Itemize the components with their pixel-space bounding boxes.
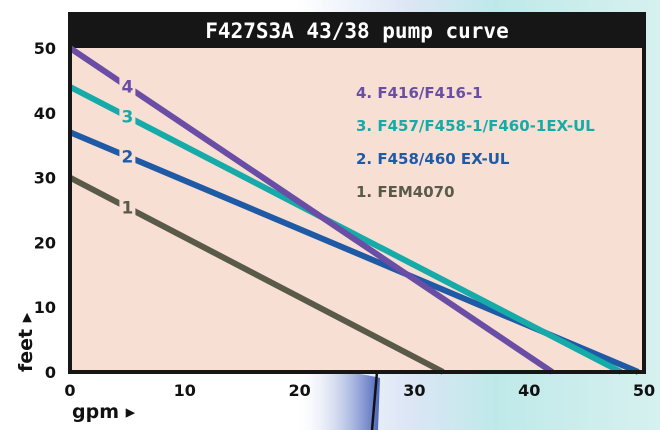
x-tick-label: 50	[633, 381, 655, 400]
y-axis-label: feet ▸	[15, 312, 37, 372]
series-number-gap-3	[119, 105, 136, 128]
y-tick-label: 0	[45, 363, 56, 382]
legend-entry-3: 3. F457/F458-1/F460-1EX-UL	[356, 117, 595, 135]
plot-frame	[68, 12, 646, 374]
legend-entry-1: 1. FEM4070	[356, 183, 455, 201]
y-tick-label: 10	[34, 298, 56, 317]
series-layer: 1 2 3 4	[68, 45, 640, 375]
y-tick-label: 40	[34, 104, 56, 123]
series-number-4: 4	[121, 78, 133, 98]
y-tick-label: 30	[34, 169, 56, 188]
x-tick-label: 10	[174, 381, 196, 400]
background-divider-line	[370, 371, 379, 430]
y-tick-label: 50	[34, 39, 56, 58]
legend-layer: 4. F416/F416-1 3. F457/F458-1/F460-1EX-UL…	[356, 84, 595, 201]
plot-area	[70, 48, 644, 372]
x-tick-label: 0	[64, 381, 75, 400]
series-number-gap-2	[119, 145, 136, 168]
chart-title: F427S3A 43/38 pump curve	[205, 19, 508, 43]
x-tick-label: 20	[288, 381, 310, 400]
series-line-4	[68, 45, 554, 375]
series-line-3	[68, 84, 623, 375]
background-swoosh	[300, 371, 380, 430]
title-bar	[70, 14, 644, 48]
series-number-1: 1	[121, 199, 133, 219]
x-tick-label: 40	[518, 381, 540, 400]
legend-entry-2: 2. F458/460 EX-UL	[356, 150, 510, 168]
series-number-3: 3	[121, 108, 133, 128]
series-number-gap-4	[119, 75, 136, 98]
x-axis-label: gpm ▸	[72, 401, 136, 423]
y-tick-label: 20	[34, 233, 56, 252]
x-tick-label: 30	[403, 381, 425, 400]
tick-layer: 0 10 20 30 40 50 0 10 20 30 40 50	[34, 39, 655, 400]
legend-entry-4: 4. F416/F416-1	[356, 84, 483, 102]
series-number-2: 2	[121, 147, 133, 167]
series-number-gap-1	[119, 196, 136, 219]
